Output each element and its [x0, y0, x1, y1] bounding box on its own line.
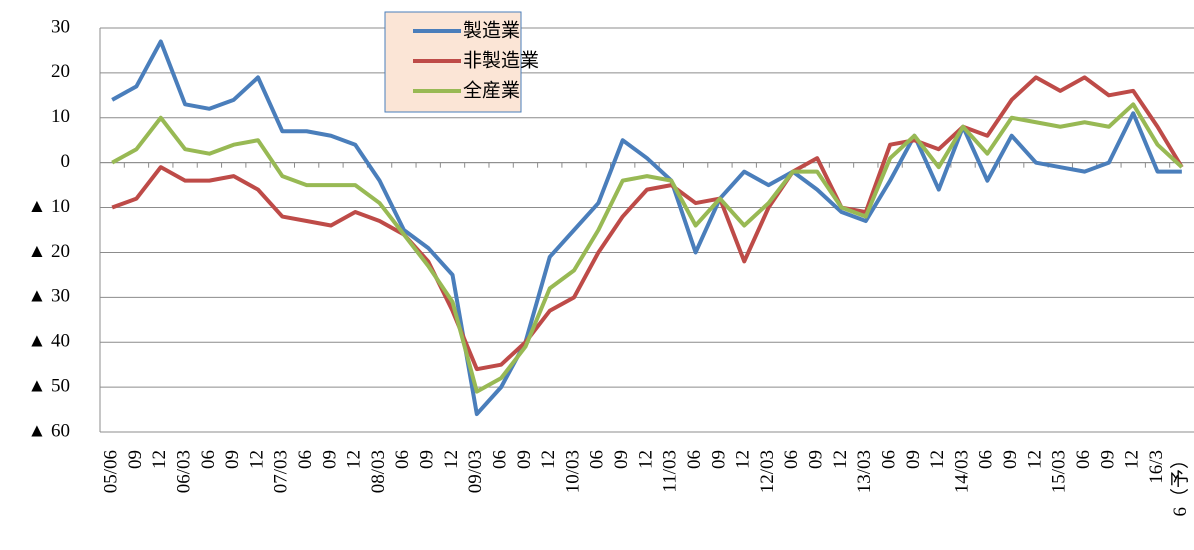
legend-label: 製造業 [463, 20, 520, 42]
x-tick-label: 11/03 [660, 450, 681, 493]
x-tick-label: 06 [489, 450, 510, 469]
x-tick-label: 12 [538, 450, 559, 469]
y-tick-label: 10 [51, 106, 70, 127]
x-tick-label: 06 [976, 450, 997, 469]
x-tick-label: 12/03 [757, 450, 778, 493]
y-tick-label: ▲ 40 [27, 331, 70, 352]
x-tick-label: 05/06 [101, 450, 122, 493]
x-tick-label: 12 [1122, 450, 1143, 469]
x-tick-label: 09 [514, 450, 535, 469]
x-tick-label: 09/03 [465, 450, 486, 493]
x-tick-label: 06 [781, 450, 802, 469]
x-tick-label: 12 [344, 450, 365, 469]
x-tick-label: 12 [927, 450, 948, 469]
x-tick-label: 10/03 [562, 450, 583, 493]
x-tick-label: 12 [830, 450, 851, 469]
x-tick-label: 06 [684, 450, 705, 469]
x-tick-label: 12 [635, 450, 656, 469]
series-line [111, 75, 1184, 372]
x-tick-label: 09 [903, 450, 924, 469]
series-line [111, 39, 1182, 417]
x-tick-label: 09 [708, 450, 729, 469]
x-tick-label: 06 [587, 450, 608, 469]
x-tick-label: 09 [319, 450, 340, 469]
x-tick-label: 12 [1024, 450, 1045, 469]
x-tick-label: 09 [1000, 450, 1021, 469]
x-tick-label: 6（予） [1169, 450, 1191, 517]
x-tick-label: 09 [611, 450, 632, 469]
y-tick-label: ▲ 10 [27, 196, 70, 217]
y-tick-label: ▲ 60 [27, 420, 70, 441]
x-tick-label: 06 [295, 450, 316, 469]
x-tick-label: 07/03 [271, 450, 292, 493]
x-tick-label: 06/03 [173, 450, 194, 493]
x-tick-label: 12 [149, 450, 170, 469]
x-tick-label: 15/03 [1049, 450, 1070, 493]
y-tick-label: 20 [51, 61, 70, 82]
x-tick-label: 06 [198, 450, 219, 469]
x-tick-label: 08/03 [368, 450, 389, 493]
x-tick-label: 14/03 [951, 450, 972, 493]
x-tick-label: 06 [878, 450, 899, 469]
x-tick-label: 09 [417, 450, 438, 469]
y-tick-label: 30 [51, 16, 70, 37]
y-tick-label: ▲ 30 [27, 286, 70, 307]
x-tick-label: 09 [125, 450, 146, 469]
x-tick-label: 06 [392, 450, 413, 469]
x-tick-label: 12 [733, 450, 754, 469]
x-tick-label: 16/3 [1146, 450, 1167, 484]
y-tick-label: 0 [61, 151, 71, 172]
x-tick-label: 09 [222, 450, 243, 469]
legend-label: 全産業 [463, 80, 520, 102]
x-tick-label: 09 [806, 450, 827, 469]
x-tick-label: 12 [441, 450, 462, 469]
legend-label: 非製造業 [463, 50, 539, 72]
y-tick-label: ▲ 20 [27, 241, 70, 262]
series-line [111, 102, 1184, 394]
y-tick-label: ▲ 50 [27, 375, 70, 396]
x-tick-label: 09 [1097, 450, 1118, 469]
x-tick-label: 12 [246, 450, 267, 469]
x-tick-label: 13/03 [854, 450, 875, 493]
x-tick-label: 06 [1073, 450, 1094, 469]
